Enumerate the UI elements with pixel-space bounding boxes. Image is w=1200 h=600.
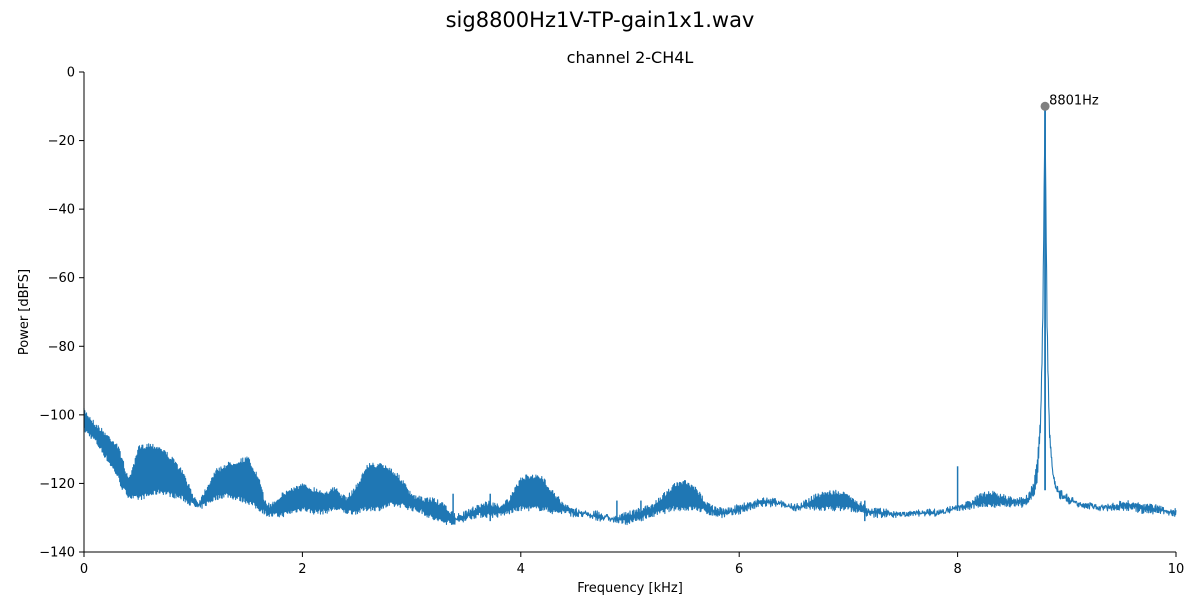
x-tick-label: 0: [80, 562, 88, 577]
y-axis-label: Power [dBFS]: [17, 269, 32, 355]
x-tick-label: 8: [953, 562, 961, 577]
peak-label: 8801Hz: [1049, 93, 1099, 108]
y-tick-label: −40: [48, 203, 75, 218]
y-tick-label: −120: [39, 477, 75, 492]
peak-marker: [1040, 101, 1050, 111]
x-tick-label: 4: [517, 562, 525, 577]
axes-layer: 0 2 4 6 8 10 0 −20 −40 −60 −80 −100 −120 −140 Freque…: [17, 66, 1184, 597]
x-axis-label: Frequency [kHz]: [577, 581, 683, 596]
y-tick-label: −100: [39, 408, 75, 423]
chart-title: channel 2-CH4L: [566, 48, 694, 67]
y-tick-label: −60: [48, 271, 75, 286]
figure-title: sig8800Hz1V-TP-gain1x1.wav: [445, 8, 755, 32]
y-tick-label: 0: [67, 66, 75, 81]
x-tick-label: 10: [1168, 562, 1185, 577]
y-ticks: 0 −20 −40 −60 −80 −100 −120 −140: [39, 66, 84, 561]
spectrum-line: [83, 106, 1177, 526]
annotation-layer: 8801Hz: [1040, 93, 1099, 111]
x-tick-label: 6: [735, 562, 743, 577]
x-tick-label: 2: [298, 562, 306, 577]
y-tick-label: −80: [48, 340, 75, 355]
y-tick-label: −20: [48, 134, 75, 149]
series-layer: [83, 106, 1177, 526]
y-tick-label: −140: [39, 546, 75, 561]
x-ticks: 0 2 4 6 8 10: [80, 552, 1184, 577]
